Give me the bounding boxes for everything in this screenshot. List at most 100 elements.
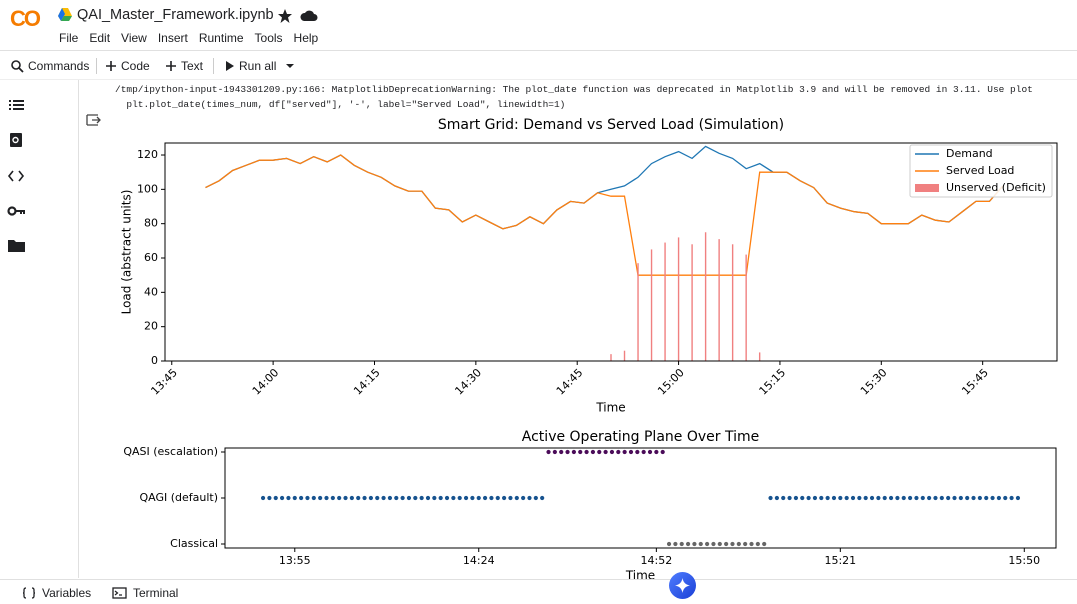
run-all-button[interactable]: Run all xyxy=(224,59,276,73)
chart-title: Active Operating Plane Over Time xyxy=(522,429,759,445)
plane-dot xyxy=(419,495,424,501)
add-code-button[interactable]: Code xyxy=(105,59,150,73)
output-line: plt.plot_date(times_num, df["served"], '… xyxy=(115,99,566,110)
plane-dot xyxy=(482,495,488,501)
cloud-icon[interactable] xyxy=(300,10,318,21)
x-tick-label: 15:30 xyxy=(858,366,890,398)
logo[interactable]: CO xyxy=(10,6,41,31)
deficit-bar xyxy=(718,239,720,361)
plane-dot xyxy=(1009,495,1014,501)
plane-dot xyxy=(616,449,621,455)
menu-item[interactable]: File xyxy=(59,31,79,45)
plane-dot xyxy=(990,495,995,501)
plane-dot xyxy=(1003,495,1008,501)
legend-box xyxy=(909,144,1053,198)
code-icon[interactable] xyxy=(7,170,25,182)
plane-dot xyxy=(444,495,450,501)
plane-dot xyxy=(540,495,545,501)
x-tick-label: 15:50 xyxy=(1008,554,1040,567)
variables-button[interactable]: Variables xyxy=(22,586,91,600)
plus-icon xyxy=(166,61,176,71)
series-line xyxy=(205,145,1004,230)
plane-dot xyxy=(857,495,862,501)
plane-dot xyxy=(305,495,310,501)
plane-dot xyxy=(584,449,589,455)
plus-icon xyxy=(106,61,116,71)
plane-dot xyxy=(914,495,919,501)
menu-bar: File Edit View Insert Runtime Tools Help xyxy=(59,31,318,45)
output-icon[interactable] xyxy=(86,113,102,127)
plane-dot xyxy=(502,495,507,501)
legend-label: Demand xyxy=(946,147,993,160)
plane-dot xyxy=(533,495,538,501)
menu-item[interactable]: Insert xyxy=(157,31,188,45)
plane-dot xyxy=(267,495,272,501)
toolbar-label: Code xyxy=(121,59,150,73)
folder-icon[interactable] xyxy=(8,240,25,252)
footer-label: Terminal xyxy=(133,586,179,600)
title-icons xyxy=(278,9,318,23)
dropdown-icon[interactable] xyxy=(285,63,295,69)
terminal-button[interactable]: Terminal xyxy=(112,586,178,600)
x-tick-label: 14:00 xyxy=(250,366,282,398)
plane-dot xyxy=(952,495,957,501)
plane-dot xyxy=(590,449,596,455)
divider xyxy=(0,50,1077,51)
x-tick-label: 14:24 xyxy=(463,554,495,567)
gemini-button[interactable] xyxy=(668,571,697,600)
plane-dot xyxy=(749,541,754,547)
y-tick-label: 20 xyxy=(144,320,158,333)
plane-dot xyxy=(413,495,418,501)
plane-dot xyxy=(939,495,944,501)
add-text-button[interactable]: Text xyxy=(165,59,203,73)
play-icon xyxy=(226,61,234,71)
deficit-bar xyxy=(623,350,626,361)
plane-dot xyxy=(521,495,526,501)
star-icon[interactable] xyxy=(278,9,292,23)
plane-dot xyxy=(927,495,932,501)
sidebar xyxy=(7,100,26,252)
notebook-title[interactable]: QAI_Master_Framework.ipynb xyxy=(77,7,274,23)
plane-dot xyxy=(647,449,653,455)
menu-item[interactable]: Runtime xyxy=(198,31,244,45)
plane-dot xyxy=(273,495,278,501)
plane-dot xyxy=(812,495,818,501)
y-tick-label: Classical xyxy=(170,537,218,550)
x-tick-label: 15:45 xyxy=(959,366,991,398)
key-icon[interactable] xyxy=(7,206,26,216)
commands-button[interactable]: Commands xyxy=(11,59,89,73)
plane-dot xyxy=(946,495,951,501)
menu-item[interactable]: Edit xyxy=(89,31,111,45)
menu-item[interactable]: Help xyxy=(293,31,319,45)
plane-dot xyxy=(679,541,684,547)
plane-dot xyxy=(838,495,843,501)
menu-item[interactable]: View xyxy=(121,31,147,45)
y-tick-label: 120 xyxy=(137,148,158,161)
menu-item[interactable]: Tools xyxy=(254,31,283,45)
divider xyxy=(96,58,97,74)
find-icon[interactable] xyxy=(10,133,22,147)
cell-output: /tmp/ipython-input-1943301209.py:166: Ma… xyxy=(115,82,1077,112)
plane-dot xyxy=(698,541,703,547)
plane-dot xyxy=(806,495,811,501)
deficit-bar xyxy=(745,254,747,361)
plane-dot xyxy=(654,449,659,455)
plane-dot xyxy=(895,495,900,501)
toc-icon[interactable] xyxy=(9,100,24,110)
toolbar: Commands Code Text Run all xyxy=(0,56,1077,76)
braces-icon xyxy=(22,587,36,599)
toolbar-label: Run all xyxy=(239,59,277,73)
plane-dot xyxy=(406,495,412,501)
plane-dot xyxy=(730,541,735,547)
plane-dot xyxy=(330,495,335,501)
plane-dot xyxy=(349,495,354,501)
plane-dot xyxy=(920,495,925,501)
plane-dot xyxy=(337,495,342,501)
search-icon xyxy=(11,59,24,73)
plane-dot xyxy=(622,449,627,455)
plane-dot xyxy=(362,495,367,501)
plane-dot xyxy=(844,495,849,501)
footer-label: Variables xyxy=(42,586,92,600)
plane-dot xyxy=(660,449,665,455)
